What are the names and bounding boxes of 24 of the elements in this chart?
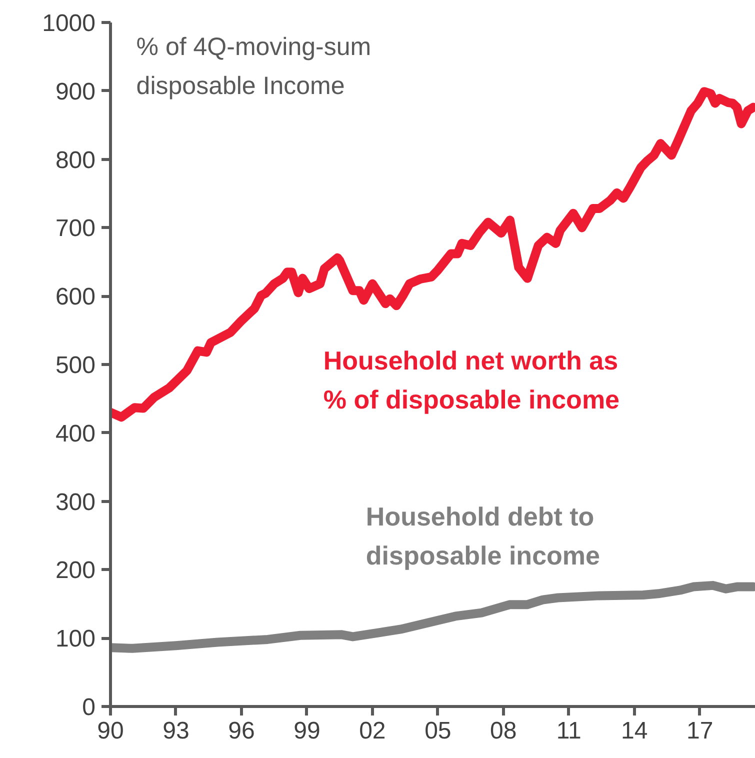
y-tick-label: 300 (55, 488, 96, 516)
y-tick-label: 600 (55, 284, 96, 311)
x-tick-label: 90 (97, 718, 124, 744)
y-tick-label: 800 (55, 146, 96, 174)
x-tick-label: 14 (621, 718, 648, 744)
text: Household net worth as % of disposable income (323, 345, 620, 414)
y-tick-label: 400 (55, 420, 96, 448)
y-tick-label: 0 (82, 694, 96, 721)
x-tick-label: 02 (359, 718, 386, 744)
y-axis-title: % of 4Q-moving-sum disposable Income (136, 32, 372, 100)
x-tick-label: 93 (162, 718, 190, 744)
x-tick-label: 05 (424, 718, 452, 744)
x-tick-label: 08 (490, 718, 517, 744)
y-tick-label: 200 (55, 557, 96, 584)
x-tick-label: 99 (294, 718, 320, 744)
y-tick-label: 700 (55, 215, 96, 242)
y-tick-label: 1000 (42, 10, 96, 37)
y-tick-label: 500 (55, 352, 96, 379)
series-label: Household debt to disposable income (366, 501, 600, 570)
y-tick-label: 900 (55, 78, 96, 106)
x-tick-label: 96 (228, 718, 255, 744)
x-tick-label: 17 (686, 718, 714, 744)
y-tick-label: 100 (55, 626, 96, 653)
x-tick-label: 11 (556, 718, 582, 744)
